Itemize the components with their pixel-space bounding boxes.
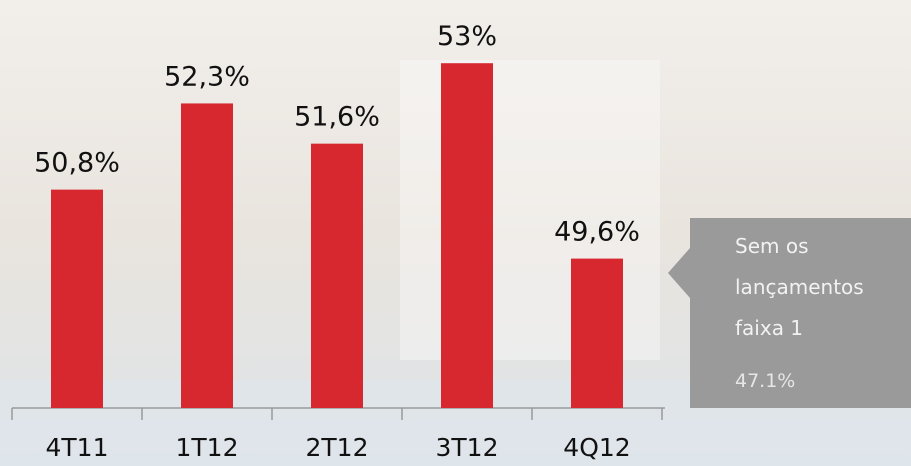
x-tick-label: 1T12: [176, 433, 239, 462]
x-tick-label: 4T11: [46, 433, 109, 462]
value-label: 53%: [437, 21, 497, 52]
bar: [311, 143, 363, 408]
callout-text: lançamentos: [735, 275, 864, 299]
bar: [441, 63, 493, 408]
callout-value: 47.1%: [735, 370, 795, 392]
value-label: 50,8%: [34, 148, 120, 179]
callout-text: Sem os: [735, 234, 809, 258]
x-tick-label: 2T12: [306, 433, 369, 462]
bar: [571, 258, 623, 408]
bar: [51, 189, 103, 408]
value-label: 52,3%: [164, 61, 250, 92]
value-label: 49,6%: [554, 217, 640, 248]
callout-text: faixa 1: [735, 316, 803, 340]
value-label: 51,6%: [294, 102, 380, 133]
callout-box: [668, 218, 911, 408]
bar: [181, 103, 233, 409]
x-tick-label: 4Q12: [563, 433, 630, 462]
x-tick-label: 3T12: [436, 433, 499, 462]
